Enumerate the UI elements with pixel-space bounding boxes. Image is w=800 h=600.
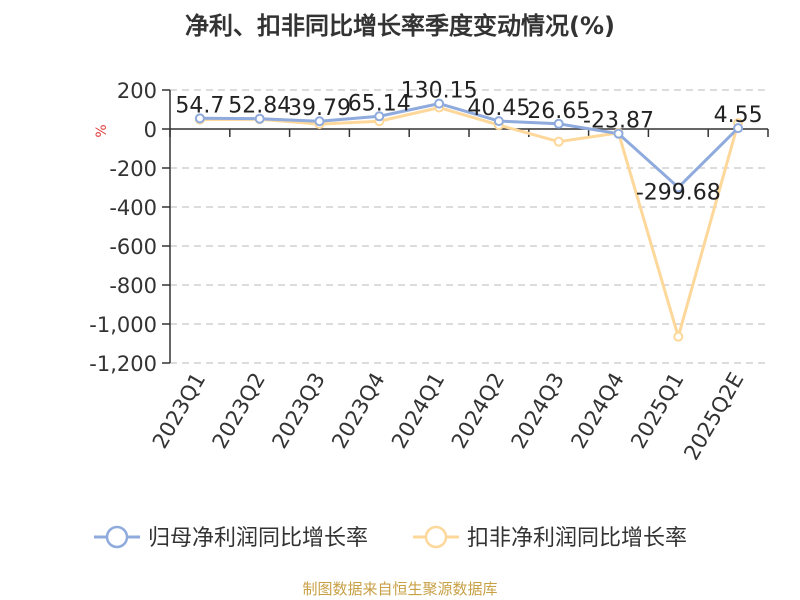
legend-marker-icon bbox=[424, 525, 448, 549]
data-source-note: 制图数据来自恒生聚源数据库 bbox=[302, 580, 498, 598]
y-tick-label: 200 bbox=[117, 79, 157, 103]
data-label: 39.79 bbox=[288, 96, 351, 121]
y-tick-label: 0 bbox=[144, 118, 157, 142]
x-tick-label: 2025Q2E bbox=[679, 369, 748, 465]
y-tick-label: -200 bbox=[109, 157, 157, 181]
data-point bbox=[194, 113, 205, 124]
data-point bbox=[493, 116, 504, 127]
data-label: 54.7 bbox=[175, 93, 224, 118]
data-point bbox=[553, 118, 564, 129]
data-point bbox=[673, 182, 684, 193]
x-tick-label: 2023Q2 bbox=[208, 369, 270, 453]
axes bbox=[162, 89, 769, 364]
y-tick-label: -800 bbox=[109, 274, 157, 298]
data-label: 40.45 bbox=[467, 96, 530, 121]
data-label: 4.55 bbox=[714, 103, 763, 128]
data-label: 65.14 bbox=[348, 91, 411, 116]
data-label: 26.65 bbox=[527, 99, 590, 124]
data-label: -23.87 bbox=[583, 109, 654, 134]
data-point bbox=[733, 123, 744, 134]
data-point bbox=[673, 331, 684, 342]
legend-item[interactable]: 归母净利润同比增长率 bbox=[94, 525, 368, 551]
x-tick-label: 2024Q1 bbox=[387, 368, 449, 452]
y-tick-label: -400 bbox=[109, 196, 157, 220]
legend-label: 扣非净利润同比增长率 bbox=[467, 526, 687, 551]
x-tick-label: 2024Q3 bbox=[507, 369, 569, 453]
legend-label: 归母净利润同比增长率 bbox=[148, 526, 368, 551]
data-point bbox=[314, 116, 325, 127]
y-tick-label: -1,200 bbox=[89, 352, 157, 376]
series-points bbox=[194, 98, 744, 342]
legend[interactable]: 归母净利润同比增长率 扣非净利润同比增长率 bbox=[94, 525, 687, 551]
x-tick-label: 2025Q1 bbox=[626, 369, 688, 453]
y-tick-label: -600 bbox=[109, 235, 157, 259]
y-tick-labels: 200 0 -200 -400 -600 -800 -1,000 -1,200 bbox=[89, 79, 157, 376]
x-tick-label: 2023Q4 bbox=[327, 369, 389, 453]
data-point bbox=[434, 98, 445, 109]
x-tick-labels: 2023Q12023Q22023Q32023Q42024Q12024Q22024… bbox=[148, 368, 749, 464]
chart-title: 净利、扣非同比增长率季度变动情况(%) bbox=[185, 12, 615, 40]
series-line bbox=[199, 106, 740, 339]
series-line bbox=[199, 102, 740, 189]
data-point bbox=[374, 111, 385, 122]
grid-lines bbox=[170, 89, 768, 364]
x-tick-label: 2024Q2 bbox=[447, 369, 509, 453]
series-lines bbox=[199, 102, 740, 339]
data-label: -299.68 bbox=[636, 180, 721, 205]
y-tick-label: -1,000 bbox=[89, 313, 157, 337]
legend-item[interactable]: 扣非净利润同比增长率 bbox=[413, 525, 687, 551]
data-labels: 54.7 52.8439.7965.14130.1540.4526.65-23.8… bbox=[175, 79, 762, 206]
x-tick-label: 2023Q1 bbox=[148, 369, 210, 453]
data-label: 52.84 bbox=[228, 94, 291, 119]
x-tick-label: 2023Q3 bbox=[267, 369, 329, 453]
data-point bbox=[254, 113, 265, 124]
data-label: 130.15 bbox=[401, 79, 478, 104]
legend-marker-icon bbox=[105, 525, 129, 549]
x-tick-label: 2024Q4 bbox=[566, 369, 628, 453]
y-axis-unit-label: % bbox=[94, 124, 110, 137]
data-point bbox=[613, 128, 624, 139]
data-point bbox=[553, 136, 564, 147]
